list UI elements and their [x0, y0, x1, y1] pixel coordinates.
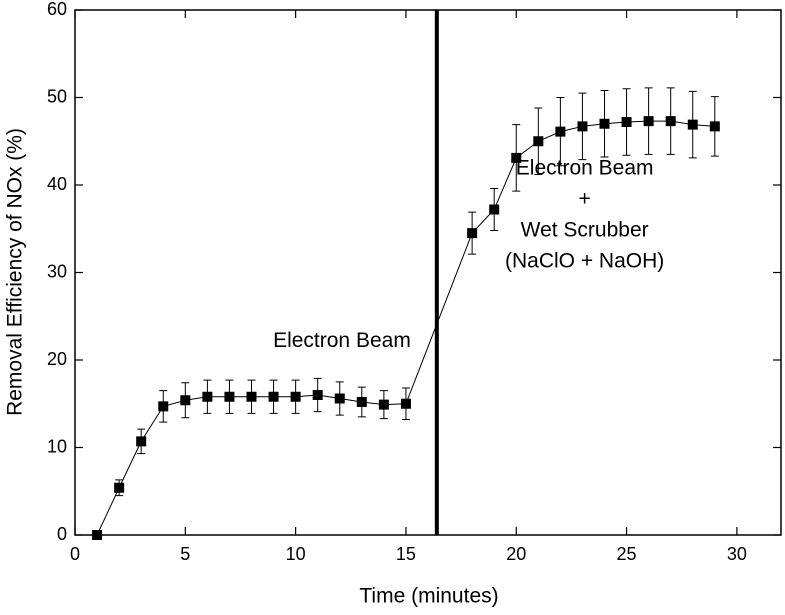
data-point: [378, 399, 389, 410]
x-tick-label: 30: [727, 544, 747, 564]
data-point: [246, 391, 257, 402]
data-point: [158, 401, 169, 412]
data-point: [643, 116, 654, 127]
data-point: [268, 391, 279, 402]
data-point: [224, 391, 235, 402]
y-tick-label: 10: [47, 436, 67, 456]
series-line: [96, 120, 715, 536]
data-point: [489, 204, 500, 215]
data-point: [92, 530, 103, 540]
data-point: [577, 121, 588, 132]
y-axis-label: Removal Efficiency of NOx (%): [4, 128, 27, 416]
plot-frame: [74, 9, 782, 536]
x-tick-label: 10: [286, 544, 306, 564]
y-tick-label: 20: [47, 349, 67, 369]
data-point: [467, 228, 478, 239]
annotation: Electron Beam: [516, 157, 654, 180]
data-point: [136, 436, 147, 447]
y-tick-label: 50: [47, 86, 67, 106]
data-point: [709, 121, 720, 132]
x-tick-label: 15: [396, 544, 416, 564]
data-point: [621, 117, 632, 127]
data-point: [356, 397, 367, 407]
data-point: [334, 393, 345, 404]
x-tick-label: 25: [617, 544, 637, 564]
data-point: [665, 116, 676, 127]
annotation: Electron Beam: [273, 329, 411, 352]
y-tick-label: 30: [47, 261, 67, 281]
data-point: [687, 119, 698, 130]
x-tick-label: 20: [506, 544, 526, 564]
data-point: [290, 391, 301, 402]
data-point: [533, 136, 544, 147]
data-point: [599, 118, 610, 129]
y-tick-label: 0: [57, 524, 67, 544]
y-tick-label: 40: [47, 174, 67, 194]
data-point: [555, 126, 566, 137]
data-point: [202, 391, 213, 402]
data-point: [180, 395, 191, 406]
data-point: [312, 390, 323, 400]
x-axis-label: Time (minutes): [359, 585, 498, 608]
data-point: [400, 398, 411, 409]
annotation: (NaClO + NaOH): [505, 250, 664, 273]
x-tick-label: 5: [180, 544, 190, 564]
y-tick-label: 60: [47, 0, 67, 19]
annotation: +: [579, 188, 591, 211]
x-tick-label: 0: [70, 544, 80, 564]
annotation: Wet Scrubber: [521, 219, 649, 242]
data-point: [511, 152, 522, 163]
data-point: [114, 482, 125, 493]
